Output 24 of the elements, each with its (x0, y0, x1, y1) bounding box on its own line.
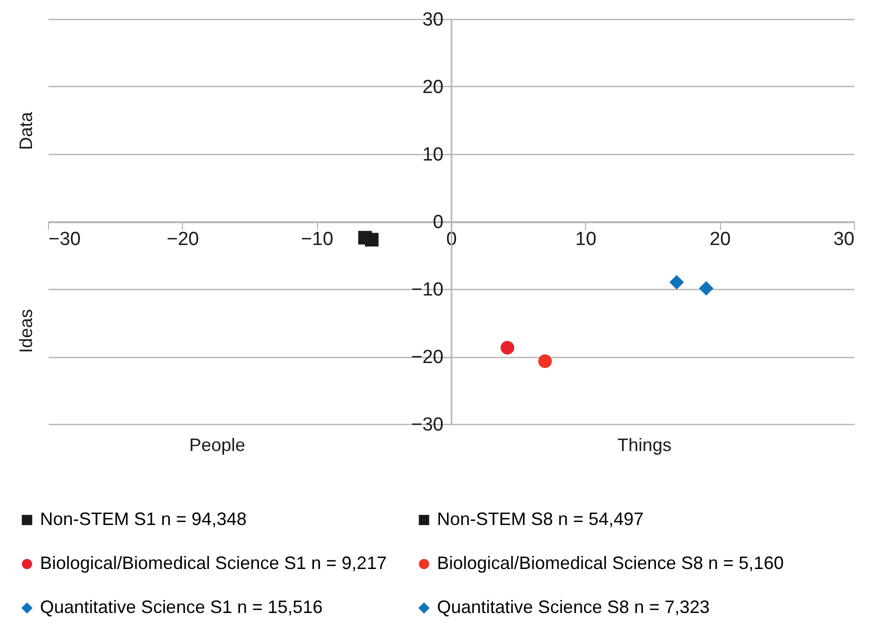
x-tick-label: 20 (710, 229, 731, 250)
y-tick-label: 30 (422, 10, 444, 30)
text: Ideas (16, 308, 36, 354)
y-tick-label: 20 (422, 77, 444, 98)
x-tick-label: −30 (48, 229, 81, 250)
legend-label: Quantitative Science S1 n = 15,516 (40, 597, 323, 617)
legend-label: Quantitative Science S8 n = 7,323 (437, 597, 710, 617)
y-tick-label: −30 (411, 414, 444, 436)
legend-label: Non-STEM S8 n = 54,497 (437, 509, 644, 529)
y-tick-label: 10 (422, 144, 444, 166)
x-tick-label: −20 (166, 229, 199, 250)
y-tick-label: 0 (432, 212, 444, 233)
legend-label: Non-STEM S1 n = 94,348 (40, 509, 247, 529)
x-tick-label: −10 (301, 229, 334, 250)
text: People (189, 435, 246, 455)
legend-label: Biological/Biomedical Science S8 n = 5,160 (437, 553, 784, 573)
legend-label: Biological/Biomedical Science S1 n = 9,217 (40, 553, 387, 573)
x-tick-label: 0 (446, 229, 457, 250)
x-tick-label: 30 (833, 229, 854, 250)
x-tick-label: 10 (575, 229, 596, 250)
text: Things (617, 435, 672, 455)
y-tick-label: −10 (411, 280, 444, 300)
text: Data (16, 111, 36, 150)
y-tick-label: −20 (411, 347, 444, 368)
